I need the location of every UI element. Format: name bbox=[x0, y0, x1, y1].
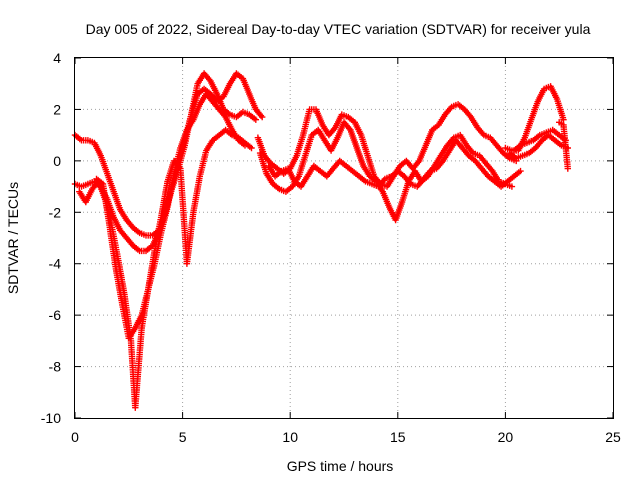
axis-ticks: 0 5 10 15 20 25 -10 -8 -6 -4 -2 0 2 4 bbox=[41, 50, 621, 445]
data-point-markers bbox=[506, 131, 571, 162]
x-tick-label: 20 bbox=[498, 429, 514, 445]
grid bbox=[75, 58, 613, 418]
data-point-markers bbox=[265, 137, 524, 190]
x-tick-label: 5 bbox=[179, 429, 187, 445]
y-tick-label: -2 bbox=[49, 204, 62, 220]
x-tick-label: 15 bbox=[390, 429, 406, 445]
series-track-4 bbox=[93, 126, 255, 342]
series-track-6 bbox=[256, 119, 516, 224]
data-point-markers bbox=[256, 119, 516, 224]
series-track-3 bbox=[76, 90, 249, 411]
y-tick-label: 0 bbox=[53, 153, 61, 169]
y-axis-label: SDTVAR / TECUs bbox=[5, 182, 21, 294]
y-tick-label: -10 bbox=[41, 410, 61, 426]
plot-frame bbox=[74, 57, 614, 419]
series-track-8 bbox=[502, 83, 567, 154]
data-point-markers bbox=[510, 126, 569, 154]
x-axis-label: GPS time / hours bbox=[287, 458, 394, 474]
series-track-11 bbox=[556, 119, 571, 172]
y-tick-label: 4 bbox=[53, 50, 61, 66]
y-tick-label: 2 bbox=[53, 101, 61, 117]
x-tick-label: 25 bbox=[605, 429, 621, 445]
data-point-markers bbox=[93, 126, 255, 342]
series-track-7 bbox=[265, 137, 524, 190]
chart-title: Day 005 of 2022, Sidereal Day-to-day VTE… bbox=[86, 21, 591, 37]
data-point-markers bbox=[502, 83, 567, 154]
data-points bbox=[71, 70, 571, 411]
y-tick-label: -8 bbox=[49, 359, 62, 375]
x-tick-label: 0 bbox=[71, 429, 79, 445]
data-point-markers bbox=[556, 119, 571, 172]
data-point-markers bbox=[76, 90, 249, 411]
y-tick-label: -6 bbox=[49, 307, 62, 323]
x-tick-label: 10 bbox=[282, 429, 298, 445]
y-tick-label: -4 bbox=[49, 256, 62, 272]
series-track-9 bbox=[506, 131, 571, 162]
series-track-10 bbox=[510, 126, 569, 154]
